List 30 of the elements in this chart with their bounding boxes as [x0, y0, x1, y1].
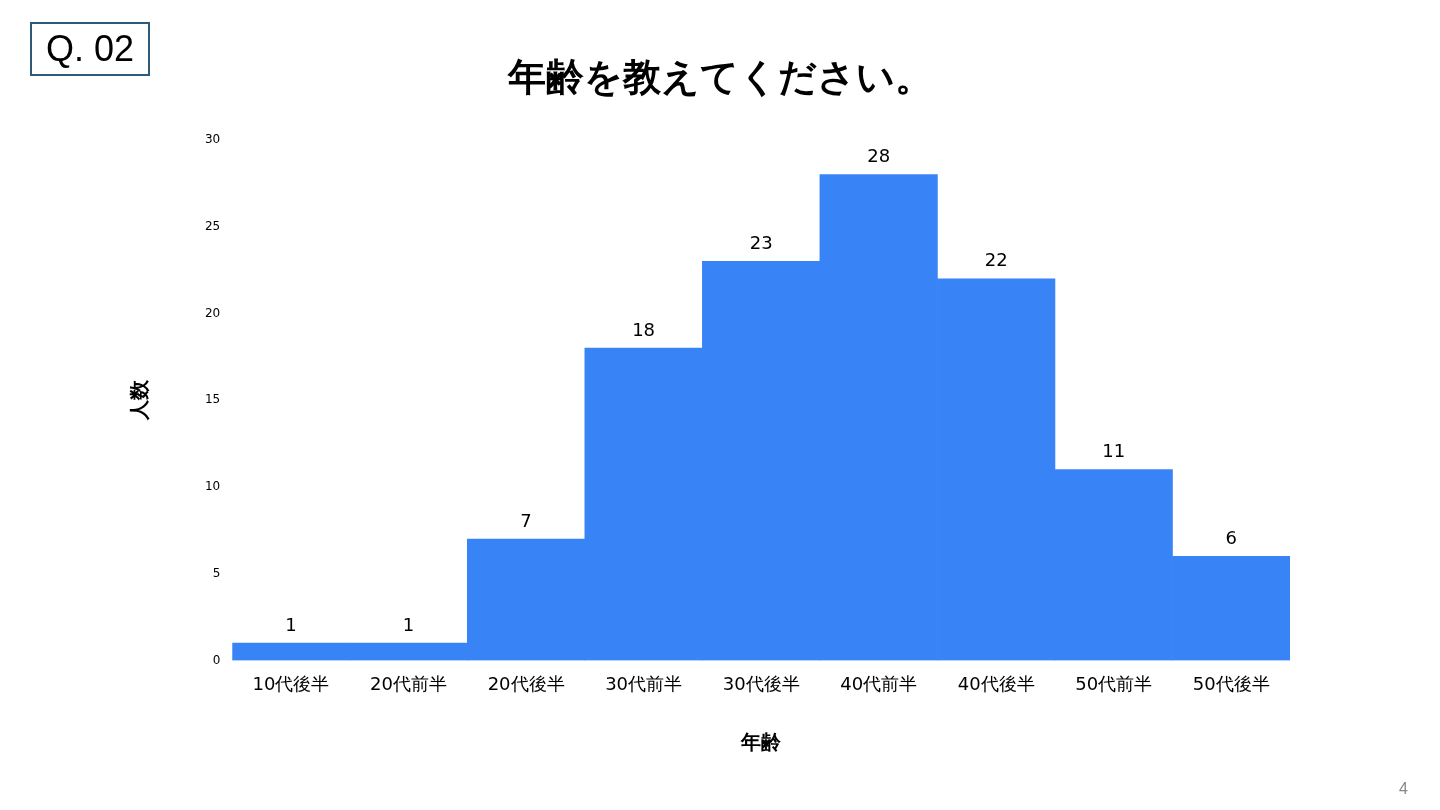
data-label: 6 — [1225, 526, 1237, 548]
data-label: 1 — [285, 613, 297, 635]
data-label: 18 — [632, 318, 656, 340]
y-tick-label: 25 — [204, 218, 221, 233]
data-label: 11 — [1102, 440, 1126, 462]
data-label: 7 — [520, 509, 532, 531]
y-tick-label: 15 — [204, 392, 221, 407]
data-label: 1 — [402, 613, 415, 635]
y-tick-label: 10 — [204, 479, 221, 494]
x-tick-label: 20代後半 — [487, 672, 565, 694]
x-tick-label: 10代後半 — [252, 672, 330, 694]
x-tick-label: 20代前半 — [370, 672, 448, 694]
x-tick-label: 30代前半 — [605, 672, 683, 694]
x-tick-label: 50代前半 — [1075, 672, 1153, 694]
x-axis-title: 年齢 — [740, 730, 783, 755]
x-tick-label: 50代後半 — [1192, 672, 1270, 694]
y-tick-label: 5 — [212, 565, 221, 580]
x-tick-label: 40代前半 — [840, 672, 918, 694]
chart-title: 年齢を教えてください。 — [507, 55, 933, 99]
x-tick-label: 30代後半 — [722, 672, 800, 694]
y-tick-label: 0 — [212, 652, 221, 667]
data-label: 23 — [749, 232, 773, 254]
y-tick-label: 30 — [204, 132, 221, 147]
data-label: 22 — [984, 249, 1008, 271]
x-tick-label: 40代後半 — [957, 672, 1035, 694]
text: 4 — [1399, 780, 1408, 798]
y-tick-label: 20 — [204, 305, 221, 320]
y-axis-title: 人数 — [127, 379, 152, 422]
text: Q. 02 — [30, 22, 151, 76]
data-label: 28 — [867, 145, 891, 167]
